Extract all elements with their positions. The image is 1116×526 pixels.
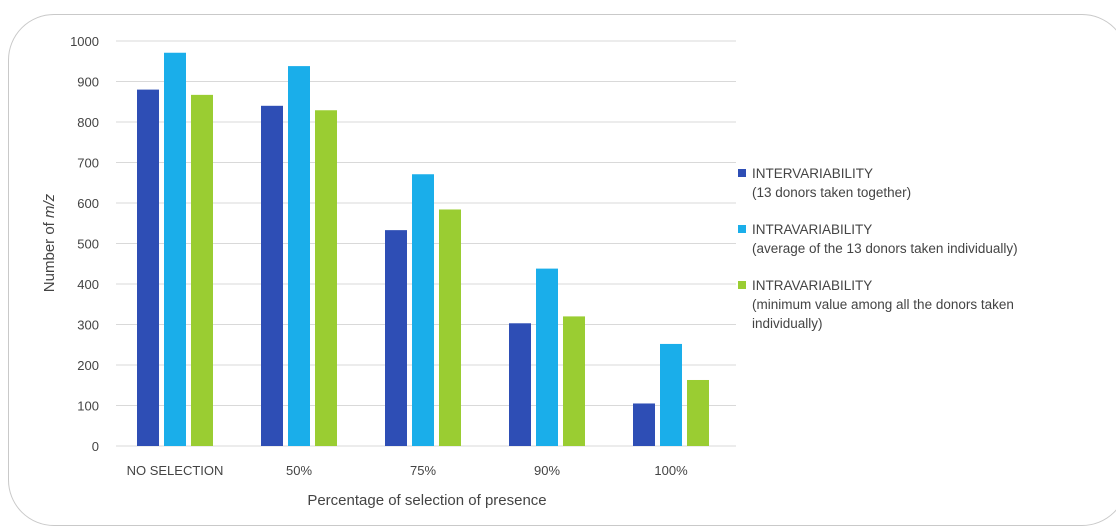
y-axis-ticks: 0 100 200 300 400 500 600 700 800 900 1000 bbox=[70, 34, 99, 454]
bar-chart: 0 100 200 300 400 500 600 700 800 900 1000 NO SELE… bbox=[41, 34, 736, 509]
x-tick-label: 75% bbox=[410, 463, 436, 478]
y-axis-title-prefix: Number of bbox=[41, 218, 58, 292]
y-tick-label: 500 bbox=[77, 237, 99, 252]
bar bbox=[660, 343, 682, 446]
bars bbox=[137, 52, 709, 447]
legend-series-detail: (minimum value among all the donors take… bbox=[752, 297, 1014, 312]
bar bbox=[261, 105, 283, 447]
legend-item-intravariability-average: INTRAVARIABILITY (average of the 13 dono… bbox=[738, 220, 1116, 258]
legend-series-name: INTRAVARIABILITY bbox=[752, 222, 873, 237]
legend-series-detail: (average of the 13 donors taken individu… bbox=[752, 241, 1018, 256]
bar bbox=[687, 379, 709, 446]
legend-series-name: INTRAVARIABILITY bbox=[752, 278, 873, 293]
bar bbox=[137, 89, 159, 446]
x-tick-label: 100% bbox=[654, 463, 688, 478]
legend-item-intervariability: INTERVARIABILITY (13 donors taken togeth… bbox=[738, 164, 1116, 202]
y-tick-label: 200 bbox=[77, 358, 99, 373]
legend-text: INTRAVARIABILITY (minimum value among al… bbox=[752, 276, 1014, 333]
y-tick-label: 400 bbox=[77, 277, 99, 292]
legend-swatch bbox=[738, 225, 746, 233]
legend-text: INTRAVARIABILITY (average of the 13 dono… bbox=[752, 220, 1018, 258]
legend-series-detail: (13 donors taken together) bbox=[752, 185, 912, 200]
y-axis-title: Number of m/z bbox=[41, 193, 58, 292]
y-tick-label: 0 bbox=[92, 439, 99, 454]
legend-text: INTERVARIABILITY (13 donors taken togeth… bbox=[752, 164, 911, 202]
bar bbox=[439, 209, 461, 446]
y-axis-title-unit: m/z bbox=[41, 193, 58, 218]
bar bbox=[191, 94, 213, 447]
y-tick-label: 1000 bbox=[70, 34, 99, 49]
y-tick-label: 800 bbox=[77, 115, 99, 130]
x-tick-label: 50% bbox=[286, 463, 312, 478]
y-tick-label: 700 bbox=[77, 156, 99, 171]
y-tick-label: 600 bbox=[77, 196, 99, 211]
bar bbox=[164, 52, 186, 447]
y-tick-label: 100 bbox=[77, 399, 99, 414]
legend-swatch bbox=[738, 281, 746, 289]
legend-series-detail: individually) bbox=[752, 316, 823, 331]
bar bbox=[315, 110, 337, 446]
x-tick-label: NO SELECTION bbox=[127, 463, 224, 478]
bar bbox=[563, 316, 585, 446]
legend-item-intravariability-minimum: INTRAVARIABILITY (minimum value among al… bbox=[738, 276, 1116, 333]
bar bbox=[633, 403, 655, 446]
x-axis-title: Percentage of selection of presence bbox=[307, 492, 546, 509]
legend: INTERVARIABILITY (13 donors taken togeth… bbox=[738, 164, 1116, 351]
bar bbox=[288, 66, 310, 447]
x-axis-ticks: NO SELECTION 50% 75% 90% 100% bbox=[127, 463, 688, 478]
y-tick-label: 300 bbox=[77, 318, 99, 333]
y-tick-label: 900 bbox=[77, 75, 99, 90]
legend-series-name: INTERVARIABILITY bbox=[752, 166, 874, 181]
legend-swatch bbox=[738, 169, 746, 177]
bar bbox=[385, 230, 407, 446]
x-tick-label: 90% bbox=[534, 463, 560, 478]
bar bbox=[536, 268, 558, 446]
bar bbox=[412, 174, 434, 446]
bar bbox=[509, 323, 531, 446]
